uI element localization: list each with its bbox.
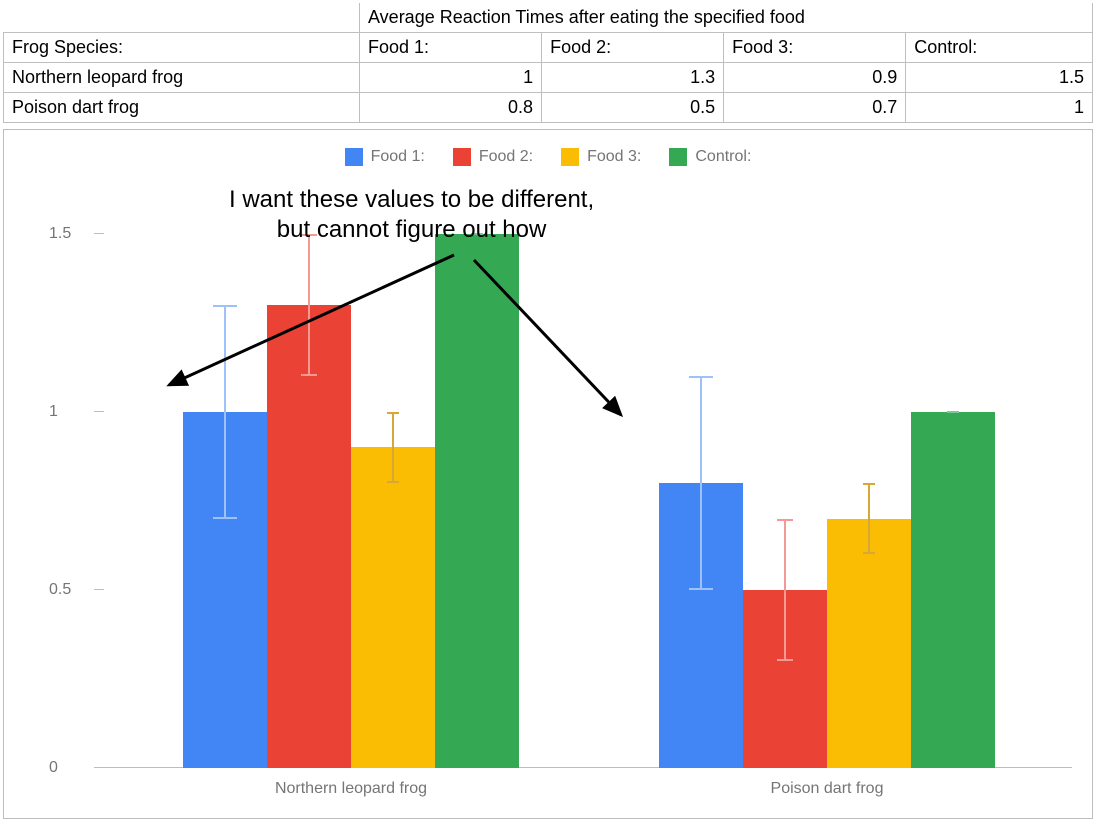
y-tick-label: 0 — [49, 759, 58, 777]
legend-label: Control: — [695, 148, 751, 166]
col-header: Food 3: — [724, 33, 906, 63]
error-bar — [308, 234, 310, 377]
value-cell: 1 — [360, 63, 542, 93]
bar — [827, 519, 911, 768]
value-cell: 0.7 — [724, 93, 906, 123]
error-bar — [224, 305, 226, 519]
error-cap — [777, 519, 793, 521]
y-tick — [94, 233, 104, 234]
legend-swatch — [561, 148, 579, 166]
chart-container: Food 1: Food 2: Food 3: Control: 00.511.… — [3, 129, 1093, 819]
x-category-label: Northern leopard frog — [275, 780, 427, 798]
blank-cell — [184, 3, 360, 33]
col-header: Control: — [906, 33, 1093, 63]
chart-legend: Food 1: Food 2: Food 3: Control: — [4, 148, 1092, 166]
col-header: Food 2: — [542, 33, 724, 63]
error-cap — [213, 305, 237, 307]
error-cap — [689, 588, 713, 590]
error-cap — [863, 483, 875, 485]
legend-item: Food 1: — [345, 148, 425, 166]
bar — [351, 447, 435, 768]
error-bar — [784, 519, 786, 662]
error-cap — [387, 481, 399, 483]
error-bar — [700, 376, 702, 590]
error-cap — [387, 412, 399, 414]
legend-swatch — [453, 148, 471, 166]
blank-cell — [4, 3, 184, 33]
plot-area: 00.511.5Northern leopard frogPoison dart… — [104, 200, 1072, 768]
value-cell: 0.9 — [724, 63, 906, 93]
legend-item: Control: — [669, 148, 751, 166]
table-row: Northern leopard frog 1 1.3 0.9 1.5 — [4, 63, 1093, 93]
bar — [911, 412, 995, 768]
legend-label: Food 1: — [371, 148, 425, 166]
species-cell: Poison dart frog — [4, 93, 360, 123]
legend-swatch — [345, 148, 363, 166]
value-cell: 1.5 — [906, 63, 1093, 93]
species-cell: Northern leopard frog — [4, 63, 360, 93]
error-bar — [392, 412, 394, 483]
y-tick-label: 0.5 — [49, 581, 71, 599]
error-cap — [301, 374, 317, 376]
annotation-line: but cannot figure out how — [277, 216, 547, 243]
y-tick — [94, 411, 104, 412]
legend-item: Food 3: — [561, 148, 641, 166]
table-row: Poison dart frog 0.8 0.5 0.7 1 — [4, 93, 1093, 123]
error-cap — [947, 411, 959, 413]
annotation-text: I want these values to be different, but … — [229, 185, 594, 245]
value-cell: 1.3 — [542, 63, 724, 93]
table-title: Average Reaction Times after eating the … — [360, 3, 1093, 33]
x-category-label: Poison dart frog — [771, 780, 884, 798]
value-cell: 0.5 — [542, 93, 724, 123]
legend-swatch — [669, 148, 687, 166]
y-tick — [94, 767, 104, 768]
error-cap — [689, 376, 713, 378]
error-bar — [868, 483, 870, 554]
bar — [743, 590, 827, 768]
bar — [659, 483, 743, 768]
bar — [267, 305, 351, 768]
error-cap — [777, 659, 793, 661]
error-bar — [952, 411, 954, 413]
bar-group — [183, 234, 519, 768]
error-cap — [863, 552, 875, 554]
legend-item: Food 2: — [453, 148, 533, 166]
legend-label: Food 3: — [587, 148, 641, 166]
bar — [435, 234, 519, 768]
data-table: Average Reaction Times after eating the … — [3, 3, 1093, 123]
value-cell: 0.8 — [360, 93, 542, 123]
y-tick-label: 1 — [49, 403, 58, 421]
legend-label: Food 2: — [479, 148, 533, 166]
annotation-line: I want these values to be different, — [229, 186, 594, 213]
bar — [183, 412, 267, 768]
bar-group — [659, 412, 995, 768]
error-cap — [213, 517, 237, 519]
y-tick-label: 1.5 — [49, 225, 71, 243]
col-header: Food 1: — [360, 33, 542, 63]
row-header-label: Frog Species: — [4, 33, 360, 63]
y-tick — [94, 589, 104, 590]
value-cell: 1 — [906, 93, 1093, 123]
